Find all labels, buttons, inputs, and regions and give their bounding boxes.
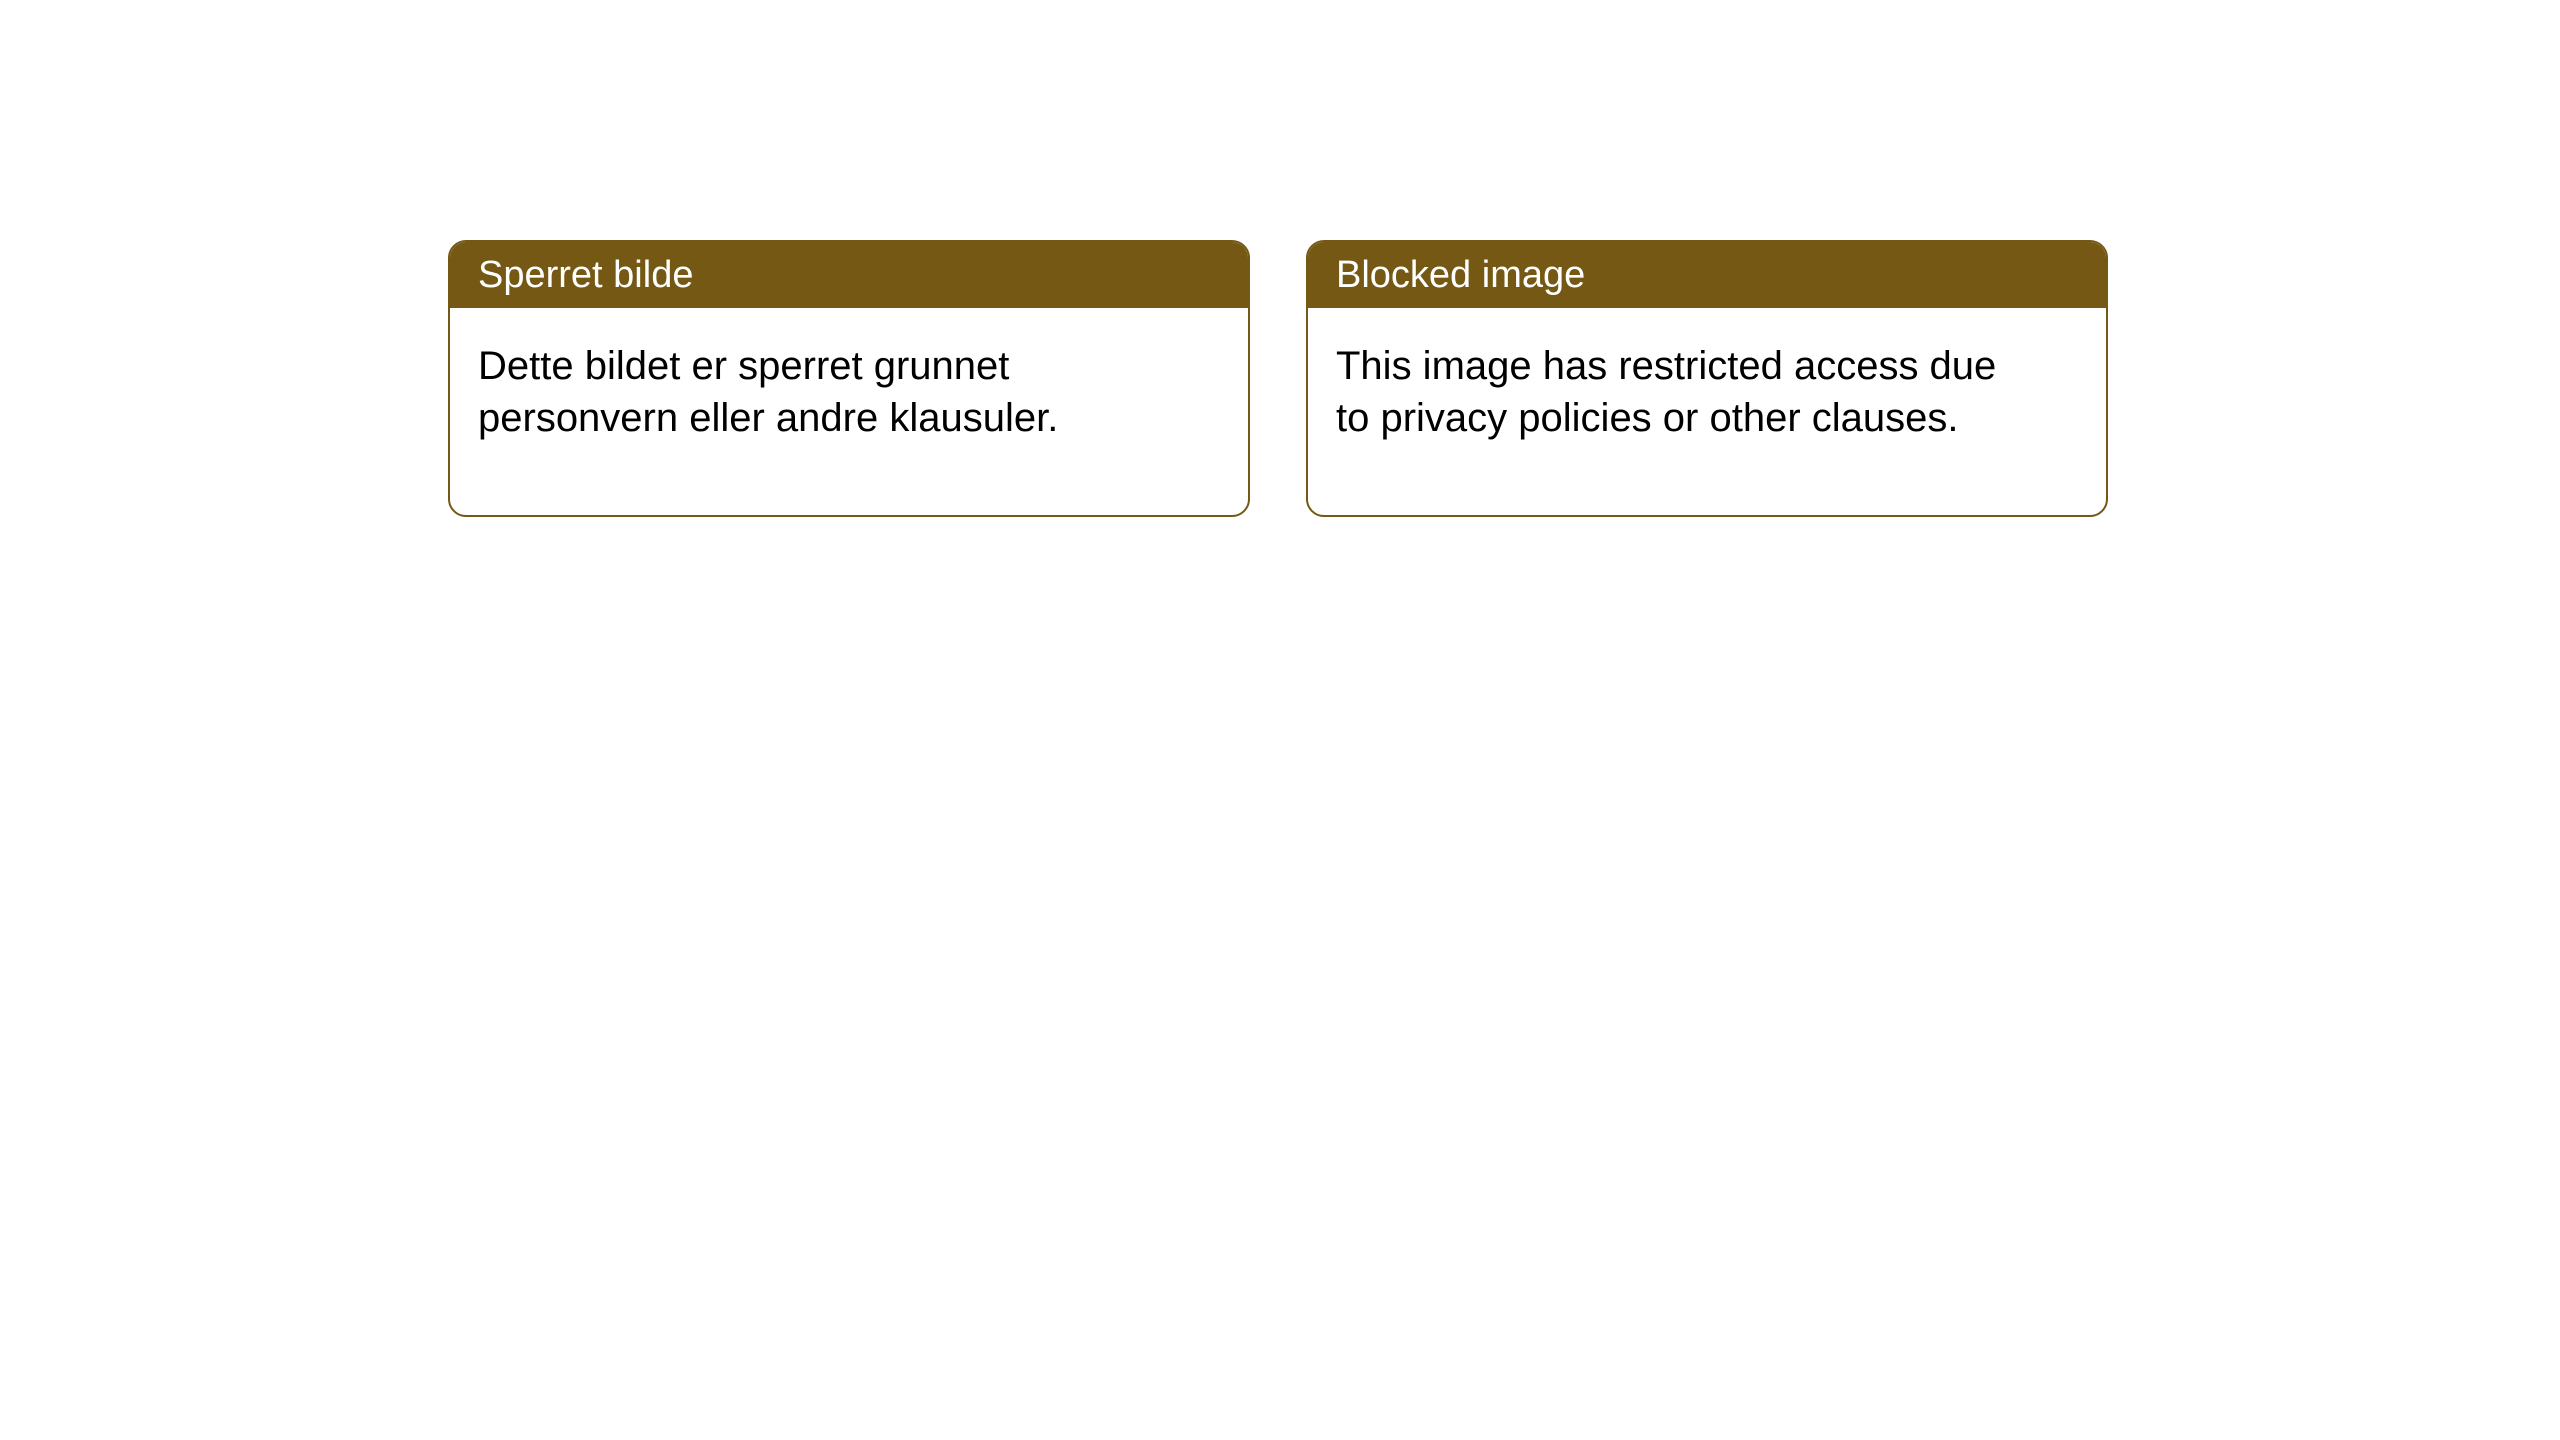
- notice-card-en: Blocked image This image has restricted …: [1306, 240, 2108, 517]
- notice-cards-container: Sperret bilde Dette bildet er sperret gr…: [448, 240, 2108, 517]
- notice-card-no: Sperret bilde Dette bildet er sperret gr…: [448, 240, 1250, 517]
- notice-header-en: Blocked image: [1308, 242, 2106, 308]
- notice-header-no: Sperret bilde: [450, 242, 1248, 308]
- notice-body-no: Dette bildet er sperret grunnet personve…: [450, 308, 1186, 516]
- notice-body-en: This image has restricted access due to …: [1308, 308, 2044, 516]
